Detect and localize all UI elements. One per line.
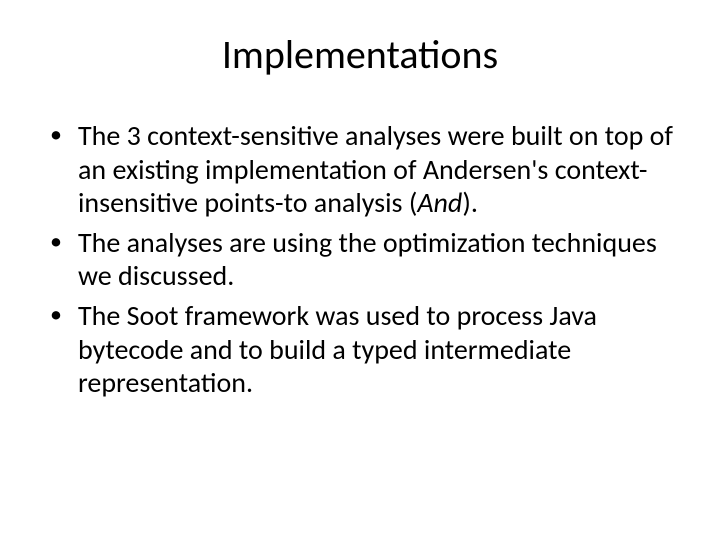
slide-title: Implementations xyxy=(40,30,680,79)
bullet-item: The Soot framework was used to process J… xyxy=(50,299,680,400)
slide: Implementations The 3 context-sensitive … xyxy=(0,0,720,540)
bullet-item: The 3 context-sensitive analyses were bu… xyxy=(50,119,680,220)
bullet-text-post: ). xyxy=(462,185,478,220)
bullet-text-italic: And xyxy=(417,185,462,220)
bullet-item: The analyses are using the optimization … xyxy=(50,226,680,293)
bullet-list: The 3 context-sensitive analyses were bu… xyxy=(50,119,680,400)
bullet-text-pre: The 3 context-sensitive analyses were bu… xyxy=(78,118,673,220)
bullet-text-pre: The analyses are using the optimization … xyxy=(78,225,657,294)
bullet-text-pre: The Soot framework was used to process J… xyxy=(78,298,597,400)
